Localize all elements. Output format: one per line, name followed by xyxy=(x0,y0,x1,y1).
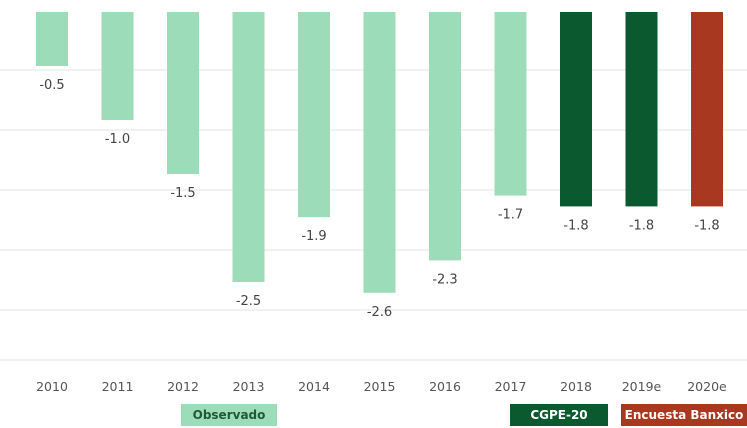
value-label-2011: -1.0 xyxy=(105,132,130,147)
legend-encuesta-banxico: Encuesta Banxico xyxy=(621,404,747,426)
bar-2019e xyxy=(625,12,658,207)
value-label-2016: -2.3 xyxy=(432,272,457,287)
value-label-2010: -0.5 xyxy=(39,78,64,93)
bar-2017 xyxy=(494,12,527,196)
x-tick-label-2013: 2013 xyxy=(233,379,265,394)
value-label-2020e: -1.8 xyxy=(694,218,719,233)
bar-2011 xyxy=(101,12,134,120)
bar-2016 xyxy=(429,12,461,261)
x-tick-label-2019e: 2019e xyxy=(622,379,662,394)
value-label-2013: -2.5 xyxy=(236,294,261,309)
bars-group xyxy=(36,12,723,293)
x-tick-label-2020e: 2020e xyxy=(687,379,727,394)
value-label-2015: -2.6 xyxy=(367,305,392,320)
x-tick-label-2011: 2011 xyxy=(102,379,134,394)
bar-2012 xyxy=(167,12,199,174)
bar-2014 xyxy=(298,12,330,218)
value-label-2012: -1.5 xyxy=(170,186,195,201)
bar-2013 xyxy=(232,12,265,282)
x-tick-label-2018: 2018 xyxy=(560,379,592,394)
legend-cgpe-20: CGPE-20 xyxy=(510,404,608,426)
value-label-2019e: -1.8 xyxy=(629,218,654,233)
x-tick-label-2014: 2014 xyxy=(298,379,330,394)
x-tick-label-2016: 2016 xyxy=(429,379,461,394)
value-label-2014: -1.9 xyxy=(301,229,326,244)
x-tick-label-2017: 2017 xyxy=(495,379,527,394)
bar-2020e xyxy=(691,12,723,207)
value-labels-group: -0.5 -1.0 -1.5 -2.5 -1.9 -2.6 -2.3 -1.7 -1.8 -1.8… xyxy=(39,78,719,320)
x-tick-label-2015: 2015 xyxy=(364,379,396,394)
bar-2015 xyxy=(363,12,396,293)
value-label-2017: -1.7 xyxy=(498,208,523,223)
x-tick-label-2010: 2010 xyxy=(36,379,68,394)
x-tick-labels-group: 2010 2011 2012 2013 2014 2015 2016 2017 2018 2019… xyxy=(36,379,727,394)
bar-2018 xyxy=(560,12,592,207)
x-tick-label-2012: 2012 xyxy=(167,379,199,394)
bar-2010 xyxy=(36,12,68,66)
legend-observado: Observado xyxy=(181,404,277,426)
value-label-2018: -1.8 xyxy=(563,218,588,233)
